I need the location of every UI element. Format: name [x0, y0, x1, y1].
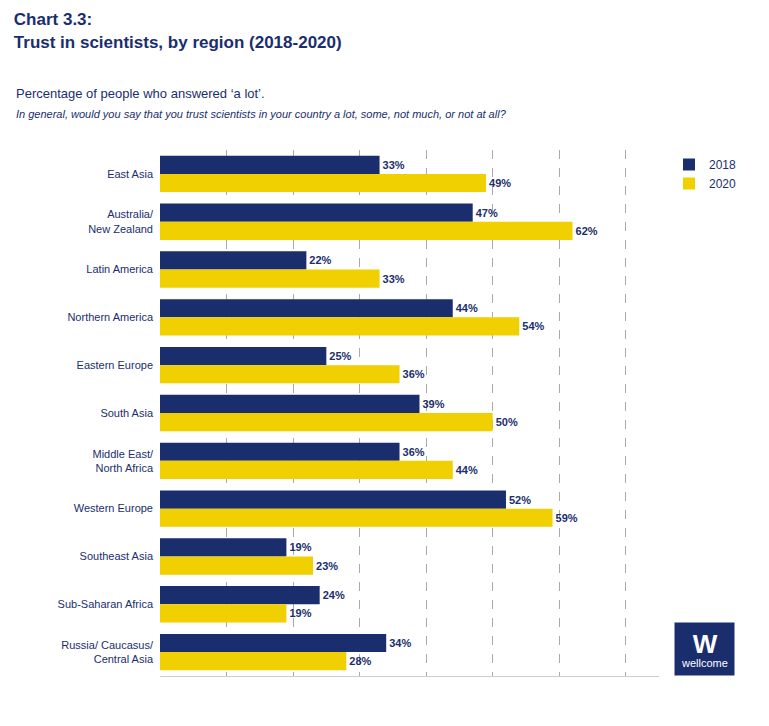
svg-text:33%: 33%	[383, 159, 405, 171]
svg-text:Sub-Saharan Africa: Sub-Saharan Africa	[58, 598, 154, 610]
svg-text:Latin America: Latin America	[86, 263, 154, 275]
svg-text:Northern America: Northern America	[67, 311, 153, 323]
svg-text:36%: 36%	[403, 368, 425, 380]
svg-text:47%: 47%	[476, 207, 498, 219]
svg-text:Chart 3.3:Trust in scientists,: Chart 3.3:Trust in scientists, by region…	[14, 10, 342, 51]
svg-text:44%: 44%	[456, 464, 478, 476]
svg-text:2018: 2018	[709, 158, 736, 172]
svg-text:19%: 19%	[289, 541, 311, 553]
svg-text:28%: 28%	[349, 655, 371, 667]
svg-text:25%: 25%	[329, 350, 351, 362]
svg-text:Wwellcome: Wwellcome	[681, 629, 728, 669]
svg-text:36%: 36%	[403, 446, 425, 458]
svg-text:23%: 23%	[316, 560, 338, 572]
svg-text:Percentage of people who answe: Percentage of people who answered ‘a lot…	[16, 86, 265, 101]
svg-text:50%: 50%	[496, 416, 518, 428]
svg-text:39%: 39%	[422, 398, 444, 410]
svg-text:Russia/ Caucasus/Central Asia: Russia/ Caucasus/Central Asia	[61, 639, 154, 665]
svg-text:Southeast Asia: Southeast Asia	[80, 550, 154, 562]
svg-text:49%: 49%	[489, 177, 511, 189]
svg-text:33%: 33%	[383, 273, 405, 285]
svg-text:22%: 22%	[309, 254, 331, 266]
svg-text:52%: 52%	[509, 494, 531, 506]
svg-text:59%: 59%	[556, 512, 578, 524]
svg-text:Eastern Europe: Eastern Europe	[77, 359, 153, 371]
svg-text:In general, would you say that: In general, would you say that you trust…	[16, 108, 507, 120]
svg-text:34%: 34%	[389, 637, 411, 649]
svg-text:East Asia: East Asia	[107, 168, 154, 180]
svg-text:2020: 2020	[709, 177, 736, 191]
svg-text:44%: 44%	[456, 302, 478, 314]
svg-text:62%: 62%	[576, 225, 598, 237]
svg-text:South Asia: South Asia	[100, 407, 153, 419]
svg-text:19%: 19%	[289, 607, 311, 619]
svg-text:24%: 24%	[323, 589, 345, 601]
svg-text:Australia/New Zealand: Australia/New Zealand	[88, 208, 154, 234]
svg-text:Middle East/North Africa: Middle East/North Africa	[92, 448, 153, 474]
svg-text:Western Europe: Western Europe	[74, 502, 153, 514]
svg-text:54%: 54%	[522, 320, 544, 332]
